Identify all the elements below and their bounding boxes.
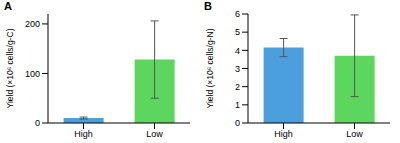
html-text:A: A xyxy=(4,0,12,12)
svg-text:1: 1 xyxy=(235,100,240,110)
svg-text:100: 100 xyxy=(25,69,40,79)
svg-text:Low: Low xyxy=(146,129,163,139)
svg-text:6: 6 xyxy=(235,9,240,19)
svg-text:Yield (×10⁶ cells/g-N): Yield (×10⁶ cells/g-N) xyxy=(205,28,215,108)
html-text:B: B xyxy=(204,0,212,12)
svg-text:2: 2 xyxy=(235,82,240,92)
svg-text:0: 0 xyxy=(235,118,240,128)
svg-text:High: High xyxy=(74,129,93,139)
svg-text:Yield (×10⁶ cells/g-C): Yield (×10⁶ cells/g-C) xyxy=(8,28,15,108)
svg-text:0: 0 xyxy=(35,118,40,128)
svg-text:4: 4 xyxy=(235,46,240,56)
svg-text:200: 200 xyxy=(25,19,40,29)
svg-text:Low: Low xyxy=(346,129,363,139)
svg-text:3: 3 xyxy=(235,64,240,74)
svg-text:High: High xyxy=(274,129,293,139)
svg-text:5: 5 xyxy=(235,27,240,37)
